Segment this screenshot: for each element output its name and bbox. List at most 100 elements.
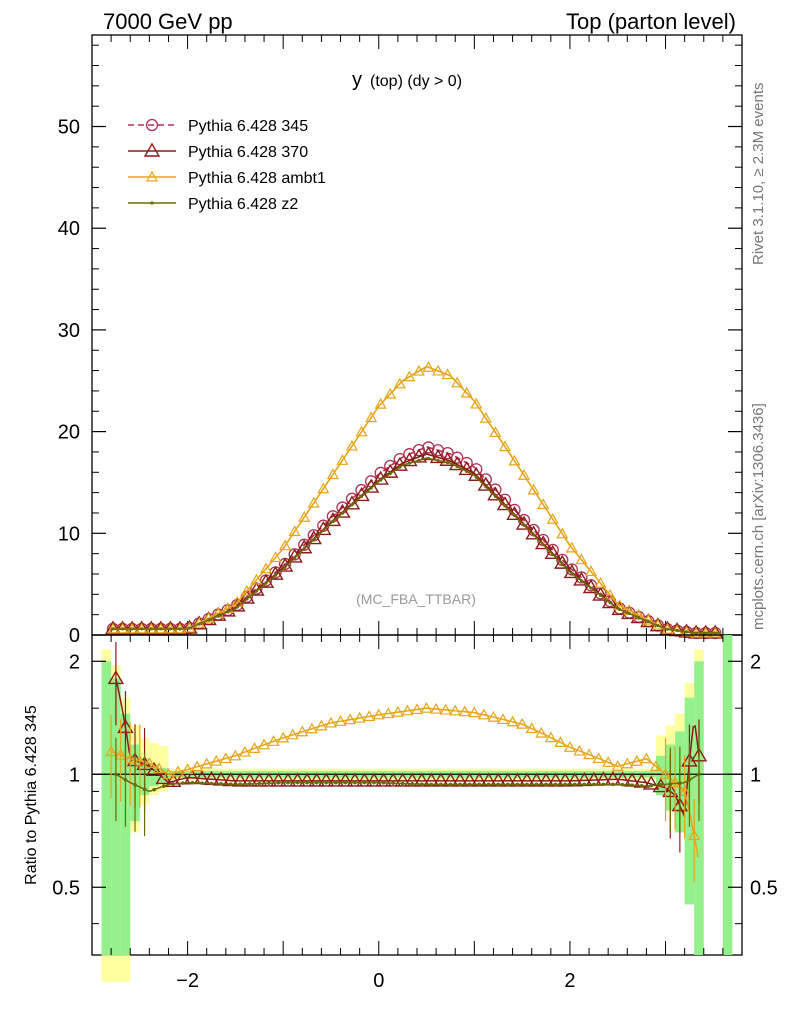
data-point [202, 611, 215, 623]
ratio-point [219, 752, 232, 764]
data-point [331, 519, 335, 524]
y-tick-label: 20 [58, 422, 80, 444]
legend-marker [145, 118, 159, 132]
ratio-point [669, 776, 682, 788]
band-green [158, 767, 169, 783]
data-point [111, 627, 115, 631]
data-point [152, 620, 170, 635]
ratio-point [277, 731, 290, 743]
data-point [565, 541, 578, 553]
ratio-point [238, 782, 242, 786]
data-point [589, 586, 593, 590]
data-point [508, 454, 521, 466]
ratio-point [161, 784, 166, 788]
ratio-point [353, 780, 357, 785]
data-point [422, 361, 435, 372]
ratio-point [467, 782, 472, 787]
data-point [216, 614, 220, 618]
ratio-point [267, 735, 280, 746]
analysis-annotation: (MC_FBA_TTBAR) [356, 591, 476, 607]
ratio-ylabel: Ratio to Pythia 6.428 345 [23, 705, 40, 885]
ratio-point [506, 715, 519, 727]
rivet-label: Rivet 3.1.10, ≥ 2.3M events [750, 83, 767, 266]
ratio-point [458, 705, 471, 717]
ratio-point [620, 782, 625, 787]
main-series-group [104, 361, 724, 640]
x-tick-label: −2 [176, 970, 199, 992]
data-point [575, 553, 588, 565]
ratio-point [200, 781, 204, 785]
data-point [642, 613, 655, 625]
ratio-point [563, 741, 576, 752]
plot-title-main: y [352, 69, 362, 91]
data-point [460, 456, 473, 470]
legend-marker [145, 170, 159, 182]
ratio-point [251, 772, 268, 787]
data-point [592, 586, 609, 601]
data-point [429, 449, 447, 464]
data-point [197, 622, 201, 626]
ratio-point [296, 725, 309, 737]
ratio-point [515, 782, 520, 787]
ratio-point [639, 784, 644, 788]
ratio-y-tick-label: 1 [69, 764, 80, 786]
data-point [259, 562, 272, 574]
ratio-point [410, 782, 415, 786]
data-point [340, 511, 345, 515]
data-point [123, 620, 141, 635]
data-point [601, 594, 619, 609]
data-point [584, 565, 597, 577]
ratio-point [181, 781, 185, 785]
x-tick-label: 0 [373, 970, 384, 992]
ratio-point [327, 772, 344, 787]
data-point [465, 469, 469, 474]
data-point [143, 620, 160, 635]
data-point [518, 468, 531, 480]
data-point [665, 627, 670, 631]
data-point [455, 464, 459, 469]
data-point [345, 439, 359, 451]
ratio-point [592, 782, 596, 787]
legend: Pythia 6.428 345 Pythia 6.428 370 Pythia 6… [128, 118, 326, 213]
plot-title-sub: (top) (dy > 0) [370, 73, 462, 90]
ratio-point [621, 757, 634, 769]
data-point [451, 376, 464, 388]
ratio-point [286, 728, 299, 740]
data-point [460, 386, 473, 398]
ratio-point [486, 782, 491, 787]
ratio-point [133, 754, 146, 766]
ratio-point [420, 701, 433, 713]
ratio-point [430, 702, 443, 714]
ratio-point [191, 760, 204, 772]
data-point [556, 527, 569, 539]
ratio-point [247, 782, 252, 786]
data-point [512, 513, 517, 518]
ratio-point [353, 711, 366, 723]
data-point [250, 573, 263, 585]
ratio-point [142, 787, 147, 792]
ratio-point [365, 772, 383, 787]
data-point [178, 627, 182, 631]
data-point [637, 615, 641, 620]
ratio-point [458, 782, 462, 787]
data-point [450, 451, 464, 464]
header-right: Top (parton level) [566, 9, 736, 34]
ratio-point [228, 782, 233, 786]
ratio-point [477, 708, 490, 720]
data-point [288, 525, 301, 537]
data-point [365, 411, 378, 423]
data-point [403, 370, 416, 382]
ratio-point [219, 782, 223, 786]
data-point [598, 593, 603, 597]
ratio-point [337, 772, 354, 787]
data-point [522, 523, 526, 527]
ratio-panel-frame [91, 634, 743, 956]
ratio-point [241, 772, 258, 787]
ratio-point [152, 762, 165, 774]
ratio-point [324, 780, 328, 785]
ratio-point [404, 772, 421, 787]
data-point [554, 554, 571, 569]
series-pythia-6-428-370 [104, 446, 724, 639]
ratio-point [563, 782, 567, 787]
ratio-y-tick-label-right: 2 [750, 651, 761, 673]
